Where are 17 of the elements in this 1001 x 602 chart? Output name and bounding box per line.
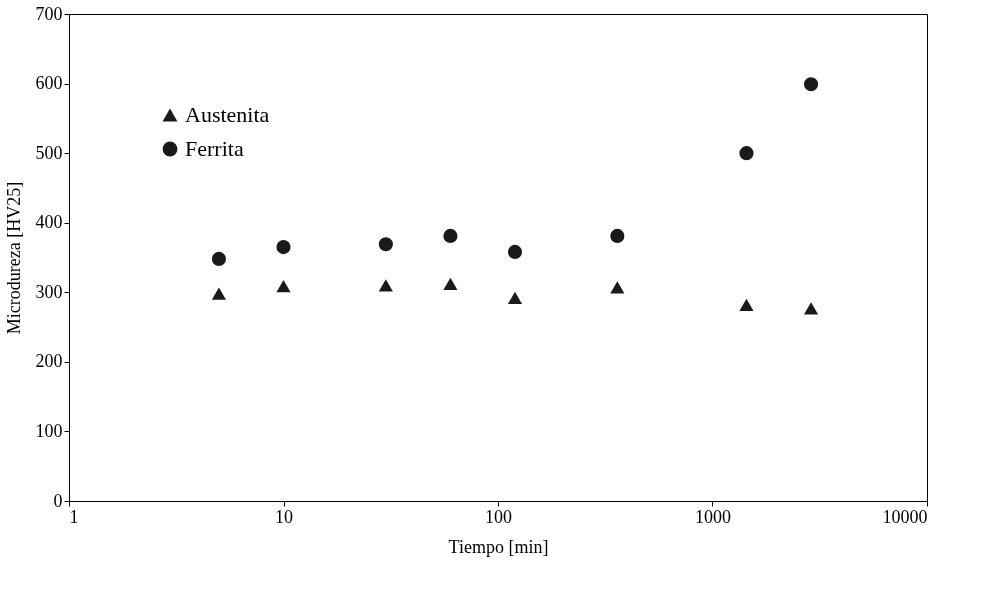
x-axis-title: Tiempo [min] — [448, 536, 549, 557]
x-tick-label: 10000 — [882, 506, 928, 527]
x-tick-label: 10 — [275, 506, 293, 527]
legend-label: Ferrita — [185, 136, 244, 161]
y-tick-label: 700 — [35, 3, 63, 24]
y-tick-label: 100 — [35, 420, 63, 441]
y-tick-label: 600 — [35, 73, 63, 94]
y-axis-title: Microdureza [HV25] — [3, 181, 24, 335]
y-tick-label: 300 — [35, 281, 63, 302]
y-tick-label: 0 — [53, 490, 63, 511]
y-tick-label: 500 — [35, 142, 63, 163]
x-tick-label: 1 — [69, 506, 79, 527]
x-tick-label: 1000 — [695, 506, 731, 527]
y-tick-label: 200 — [35, 351, 63, 372]
legend-label: Austenita — [185, 102, 270, 127]
y-tick-label: 400 — [35, 212, 63, 233]
x-tick-label: 100 — [485, 506, 512, 527]
